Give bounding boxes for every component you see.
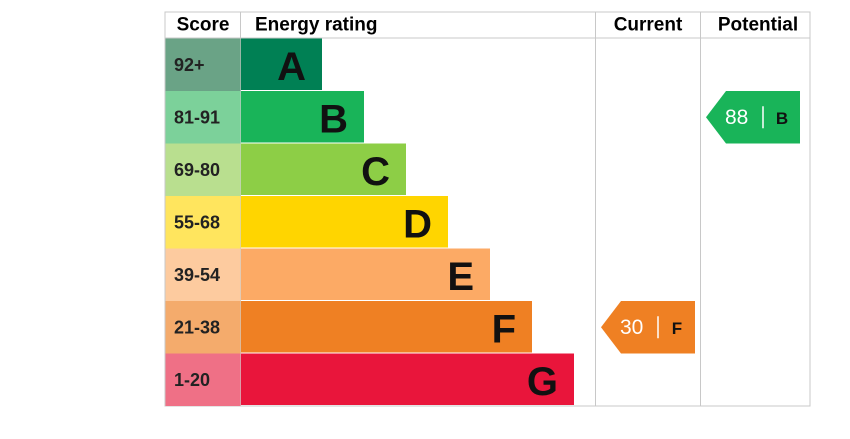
score-cell bbox=[165, 301, 241, 354]
band-letter: A bbox=[277, 45, 306, 89]
band-letter: C bbox=[361, 150, 390, 194]
header-potential: Potential bbox=[718, 15, 798, 36]
rating-bar bbox=[241, 38, 322, 90]
potential-band: B bbox=[776, 109, 788, 128]
band-letter: D bbox=[403, 202, 432, 246]
current-arrow bbox=[601, 301, 695, 354]
rating-bar bbox=[241, 353, 574, 405]
score-cell bbox=[165, 248, 241, 301]
score-cell bbox=[165, 143, 241, 196]
score-label: 39-54 bbox=[174, 265, 220, 285]
frame bbox=[164, 11, 811, 407]
rating-bar bbox=[241, 301, 532, 353]
band-letter: B bbox=[319, 97, 348, 141]
band-letter: E bbox=[447, 255, 474, 299]
score-cell bbox=[165, 38, 241, 91]
score-label: 81-91 bbox=[174, 107, 220, 127]
rating-bar bbox=[241, 196, 448, 248]
score-label: 1-20 bbox=[174, 370, 210, 390]
score-label: 69-80 bbox=[174, 160, 220, 180]
band-letter: F bbox=[492, 307, 516, 351]
rating-bar bbox=[241, 248, 490, 300]
score-cell bbox=[165, 91, 241, 144]
header-rating: Energy rating bbox=[255, 15, 377, 36]
potential-arrow bbox=[706, 91, 800, 144]
score-label: 92+ bbox=[174, 55, 205, 75]
score-label: 21-38 bbox=[174, 317, 220, 337]
potential-value: 88 bbox=[725, 106, 748, 129]
band-letter: G bbox=[527, 360, 558, 404]
rating-bar bbox=[241, 91, 364, 143]
score-label: 55-68 bbox=[174, 212, 220, 232]
header-current: Current bbox=[614, 15, 683, 36]
rating-bar bbox=[241, 143, 406, 195]
score-cell bbox=[165, 353, 241, 406]
current-band: F bbox=[672, 319, 682, 338]
score-cell bbox=[165, 196, 241, 249]
header-score: Score bbox=[177, 15, 230, 36]
current-value: 30 bbox=[620, 316, 643, 339]
